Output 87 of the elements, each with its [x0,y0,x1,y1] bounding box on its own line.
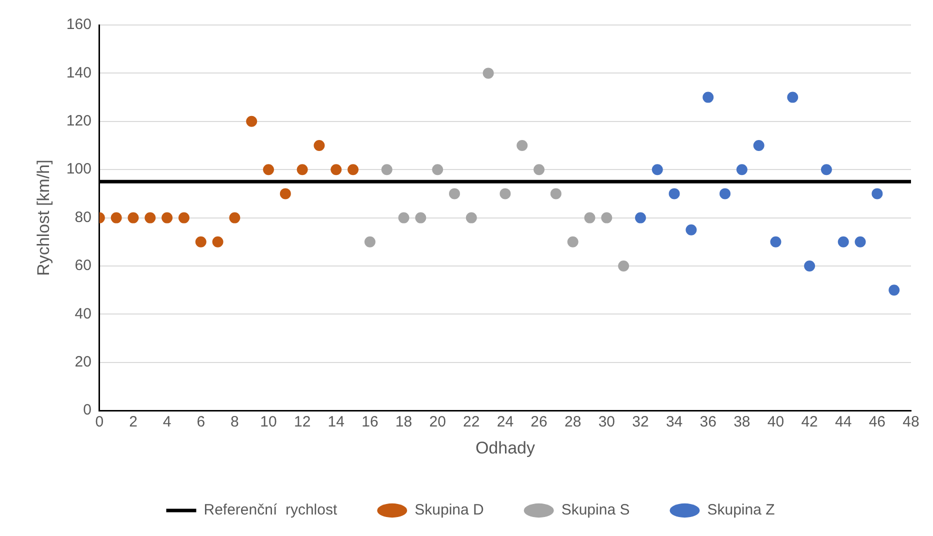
point [787,92,798,103]
x-tick-label: 0 [95,414,104,431]
point [448,188,460,200]
point [567,236,578,248]
point [838,236,849,248]
x-tick-label: 2 [129,414,138,431]
point [110,212,122,224]
point [162,212,173,224]
y-tick-label: 60 [74,257,92,274]
x-tick-label: 38 [734,414,750,431]
x-tick-label: 12 [294,414,311,431]
y-tick-label: 40 [74,305,92,322]
y-tick-label: 20 [74,354,92,371]
point [128,212,139,224]
x-tick-label: 4 [162,414,172,431]
point [178,212,190,224]
point [872,188,883,200]
x-tick-label: 32 [632,414,649,431]
x-tick-label: 18 [395,414,412,431]
point [888,284,900,296]
point [398,212,410,224]
point [280,188,291,200]
x-tick-label: 8 [230,414,239,431]
point [534,164,545,176]
point [229,212,240,224]
y-tick-label: 0 [83,402,92,419]
x-tick-label: 30 [598,414,616,431]
x-tick-label: 6 [196,414,206,431]
point [330,164,342,176]
point [652,164,663,176]
point [296,164,308,176]
point [364,236,376,248]
x-tick-label: 26 [530,414,548,431]
point [753,140,764,151]
point [263,164,274,176]
y-tick-label: 160 [66,16,92,34]
x-axis-title: Odhady [475,438,536,458]
x-tick-label: 36 [700,414,716,431]
legend-label: Referenční rychlost [204,502,338,519]
point [466,212,477,224]
legend-label: Skupina Z [707,502,775,519]
point [584,212,596,224]
point [702,92,714,103]
x-tick-label: 10 [260,414,277,431]
point [550,188,562,200]
x-tick-label: 42 [801,414,818,431]
y-axis-title: Rychlost [km/h] [34,160,53,276]
point [854,236,866,248]
y-tick-label: 120 [66,112,92,130]
point [804,260,816,272]
x-tick-label: 14 [328,414,344,431]
point [195,236,206,248]
point [601,212,612,224]
point [820,164,832,176]
x-tick-label: 16 [362,414,378,431]
point [770,236,782,248]
point [634,212,646,224]
point [686,224,697,236]
point [212,236,224,248]
point [618,260,630,272]
point [736,164,748,176]
y-tick-label: 80 [74,208,92,226]
x-tick-label: 28 [564,414,582,431]
y-tick-label: 140 [66,64,92,82]
point [144,212,156,224]
point [500,188,511,200]
x-tick-label: 22 [463,414,480,431]
point [668,188,680,200]
point [482,68,494,79]
legend-label: Skupina S [561,502,630,519]
x-tick-label: 46 [868,414,886,431]
point [348,164,359,176]
point [720,188,731,200]
point [246,116,258,127]
x-tick-label: 20 [429,414,446,431]
point [415,212,426,224]
point [314,140,325,151]
legend-label: Skupina D [414,502,484,519]
x-tick-label: 48 [902,414,920,431]
point [381,164,392,176]
x-tick-label: 34 [666,414,683,431]
x-tick-label: 44 [835,414,852,431]
x-tick-label: 24 [496,414,514,431]
point [516,140,528,151]
y-tick-label: 100 [66,160,92,178]
point [432,164,444,176]
x-tick-label: 40 [767,414,784,431]
